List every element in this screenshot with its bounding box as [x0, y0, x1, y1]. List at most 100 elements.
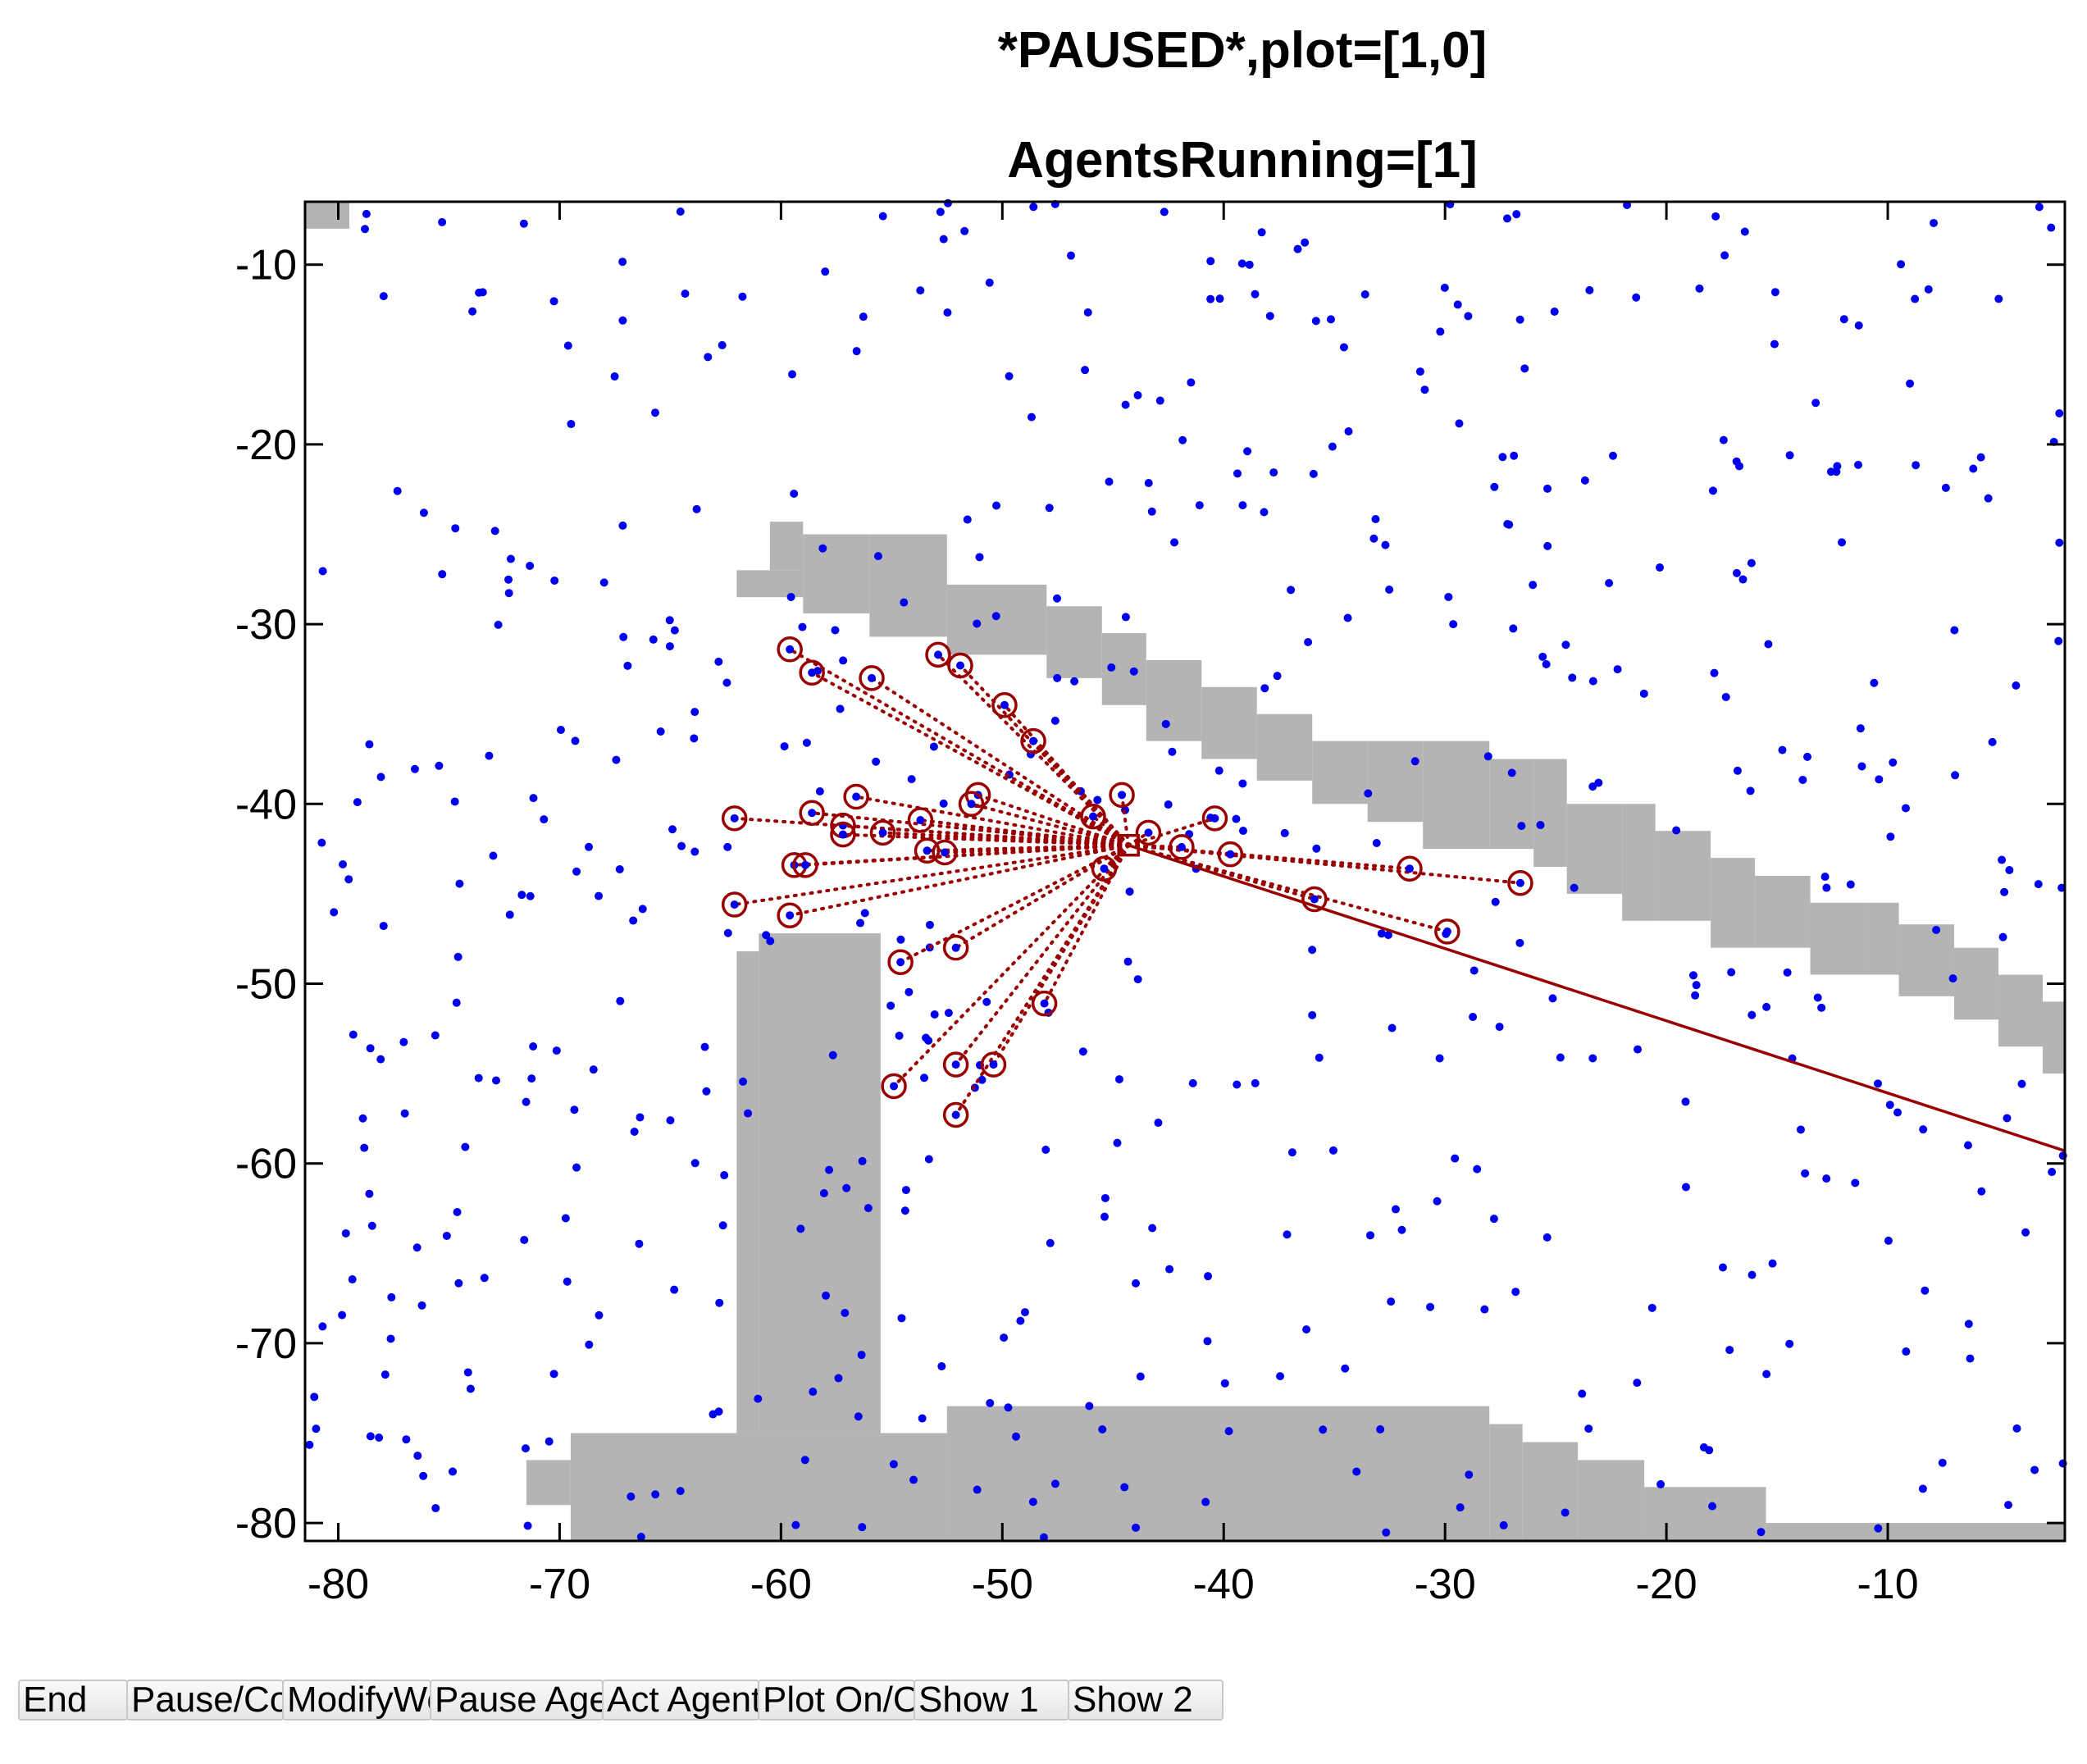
landmark-point	[1585, 285, 1594, 294]
landmark-point	[796, 1224, 805, 1233]
landmark-point	[2054, 636, 2063, 645]
landmark-point	[692, 504, 701, 513]
landmark-point	[819, 1188, 828, 1197]
landmark-point	[2003, 1114, 2012, 1123]
landmark-point	[489, 851, 498, 860]
landmark-point	[1245, 260, 1254, 269]
landmark-point	[1798, 775, 1807, 784]
landmark-point	[1886, 832, 1895, 841]
landmark-point	[630, 1127, 639, 1136]
landmark-point	[936, 207, 945, 217]
landmark-point	[1012, 1432, 1021, 1441]
landmark-point	[857, 1351, 866, 1360]
act-agent-button[interactable]: Act Agent	[602, 1680, 759, 1721]
landmark-point	[809, 1388, 818, 1397]
landmark-point	[1220, 1379, 1229, 1388]
sensed-point-marker	[1507, 869, 1533, 896]
landmark-point	[1070, 677, 1079, 686]
landmark-point	[1912, 461, 1921, 470]
landmark-point	[786, 592, 795, 601]
landmark-point	[1902, 1347, 1911, 1356]
landmark-point	[1498, 453, 1507, 462]
landmark-point	[349, 1030, 358, 1039]
landmark-point	[618, 258, 627, 267]
landmark-point	[1168, 747, 1177, 756]
landmark-point	[1260, 508, 1269, 517]
landmark-point	[1911, 294, 1920, 303]
landmark-point	[670, 1285, 679, 1294]
sensed-point	[808, 809, 817, 818]
sensed-point-marker	[991, 691, 1018, 718]
sensed-point	[890, 1082, 899, 1091]
landmark-point	[1783, 968, 1792, 977]
landmark-point	[1817, 1003, 1826, 1012]
landmark-point	[681, 289, 690, 299]
landmark-point	[1201, 1497, 1210, 1506]
sensed-point-marker	[1397, 855, 1423, 882]
landmark-point	[1444, 592, 1453, 601]
landmark-point	[791, 1520, 800, 1529]
landmark-point	[1308, 946, 1317, 955]
landmark-point	[1326, 315, 1335, 324]
show-2-button[interactable]: Show 2	[1068, 1680, 1223, 1721]
y-tick-label: -20	[235, 422, 297, 469]
landmark-point	[1420, 385, 1429, 394]
landmark-point	[909, 1475, 918, 1484]
landmark-point	[375, 1434, 384, 1443]
landmark-point	[665, 642, 674, 651]
modify-world-button[interactable]: ModifyWorld	[282, 1680, 431, 1721]
landmark-point	[623, 661, 632, 670]
sensed-point	[1040, 999, 1049, 1008]
obstacle-cell	[1146, 659, 1202, 741]
landmark-point	[612, 755, 621, 764]
landmark-point	[1078, 1047, 1087, 1056]
landmark-point	[2012, 681, 2021, 690]
show-1-button[interactable]: Show 1	[914, 1680, 1069, 1721]
pause-agents-button[interactable]: Pause Agents	[430, 1680, 604, 1721]
obstacle-cell	[1256, 713, 1313, 781]
sensed-point-marker	[1020, 727, 1046, 754]
landmark-point	[1204, 1272, 1213, 1281]
sensor-ray	[918, 818, 1131, 847]
pause-continue-button[interactable]: Pause/Cont	[126, 1680, 284, 1721]
landmark-point	[1114, 1075, 1123, 1084]
landmark-point	[1098, 1425, 1107, 1434]
landmark-point	[522, 1097, 531, 1106]
landmark-point	[1178, 435, 1187, 444]
landmark-point	[1691, 991, 1700, 1000]
landmark-point	[1561, 640, 1570, 650]
sensed-point	[1118, 791, 1127, 800]
landmark-point	[453, 1207, 462, 1216]
landmark-point	[619, 632, 628, 641]
landmark-point	[1874, 1524, 1883, 1533]
end-button[interactable]: End	[18, 1680, 128, 1721]
landmark-point	[690, 734, 699, 743]
landmark-point	[1588, 782, 1597, 791]
landmark-point	[858, 1523, 867, 1532]
landmark-point	[977, 1075, 987, 1084]
landmark-point	[1100, 1212, 1109, 1221]
landmark-point	[2034, 880, 2043, 889]
obstacle-cell	[880, 1433, 947, 1541]
landmark-point	[1656, 563, 1665, 572]
landmark-point	[520, 1236, 529, 1245]
landmark-point	[419, 508, 428, 517]
landmark-point	[859, 312, 868, 321]
sensor-ray	[943, 843, 1131, 855]
sensor-ray	[1042, 843, 1131, 1005]
plot-toggle-button[interactable]: Plot On/Off	[758, 1680, 915, 1721]
landmark-point	[1081, 366, 1090, 375]
landmark-point	[506, 554, 515, 563]
landmark-point	[1388, 1023, 1397, 1032]
landmark-point	[1283, 1230, 1292, 1239]
landmark-point	[1107, 663, 1116, 672]
landmark-point	[379, 292, 388, 301]
landmark-point	[438, 217, 447, 226]
landmark-point	[842, 1183, 851, 1192]
sensed-point-marker	[721, 891, 748, 918]
landmark-point	[1435, 1054, 1444, 1063]
landmark-point	[419, 1471, 428, 1480]
landmark-point	[991, 612, 1000, 621]
landmark-point	[700, 1042, 709, 1051]
